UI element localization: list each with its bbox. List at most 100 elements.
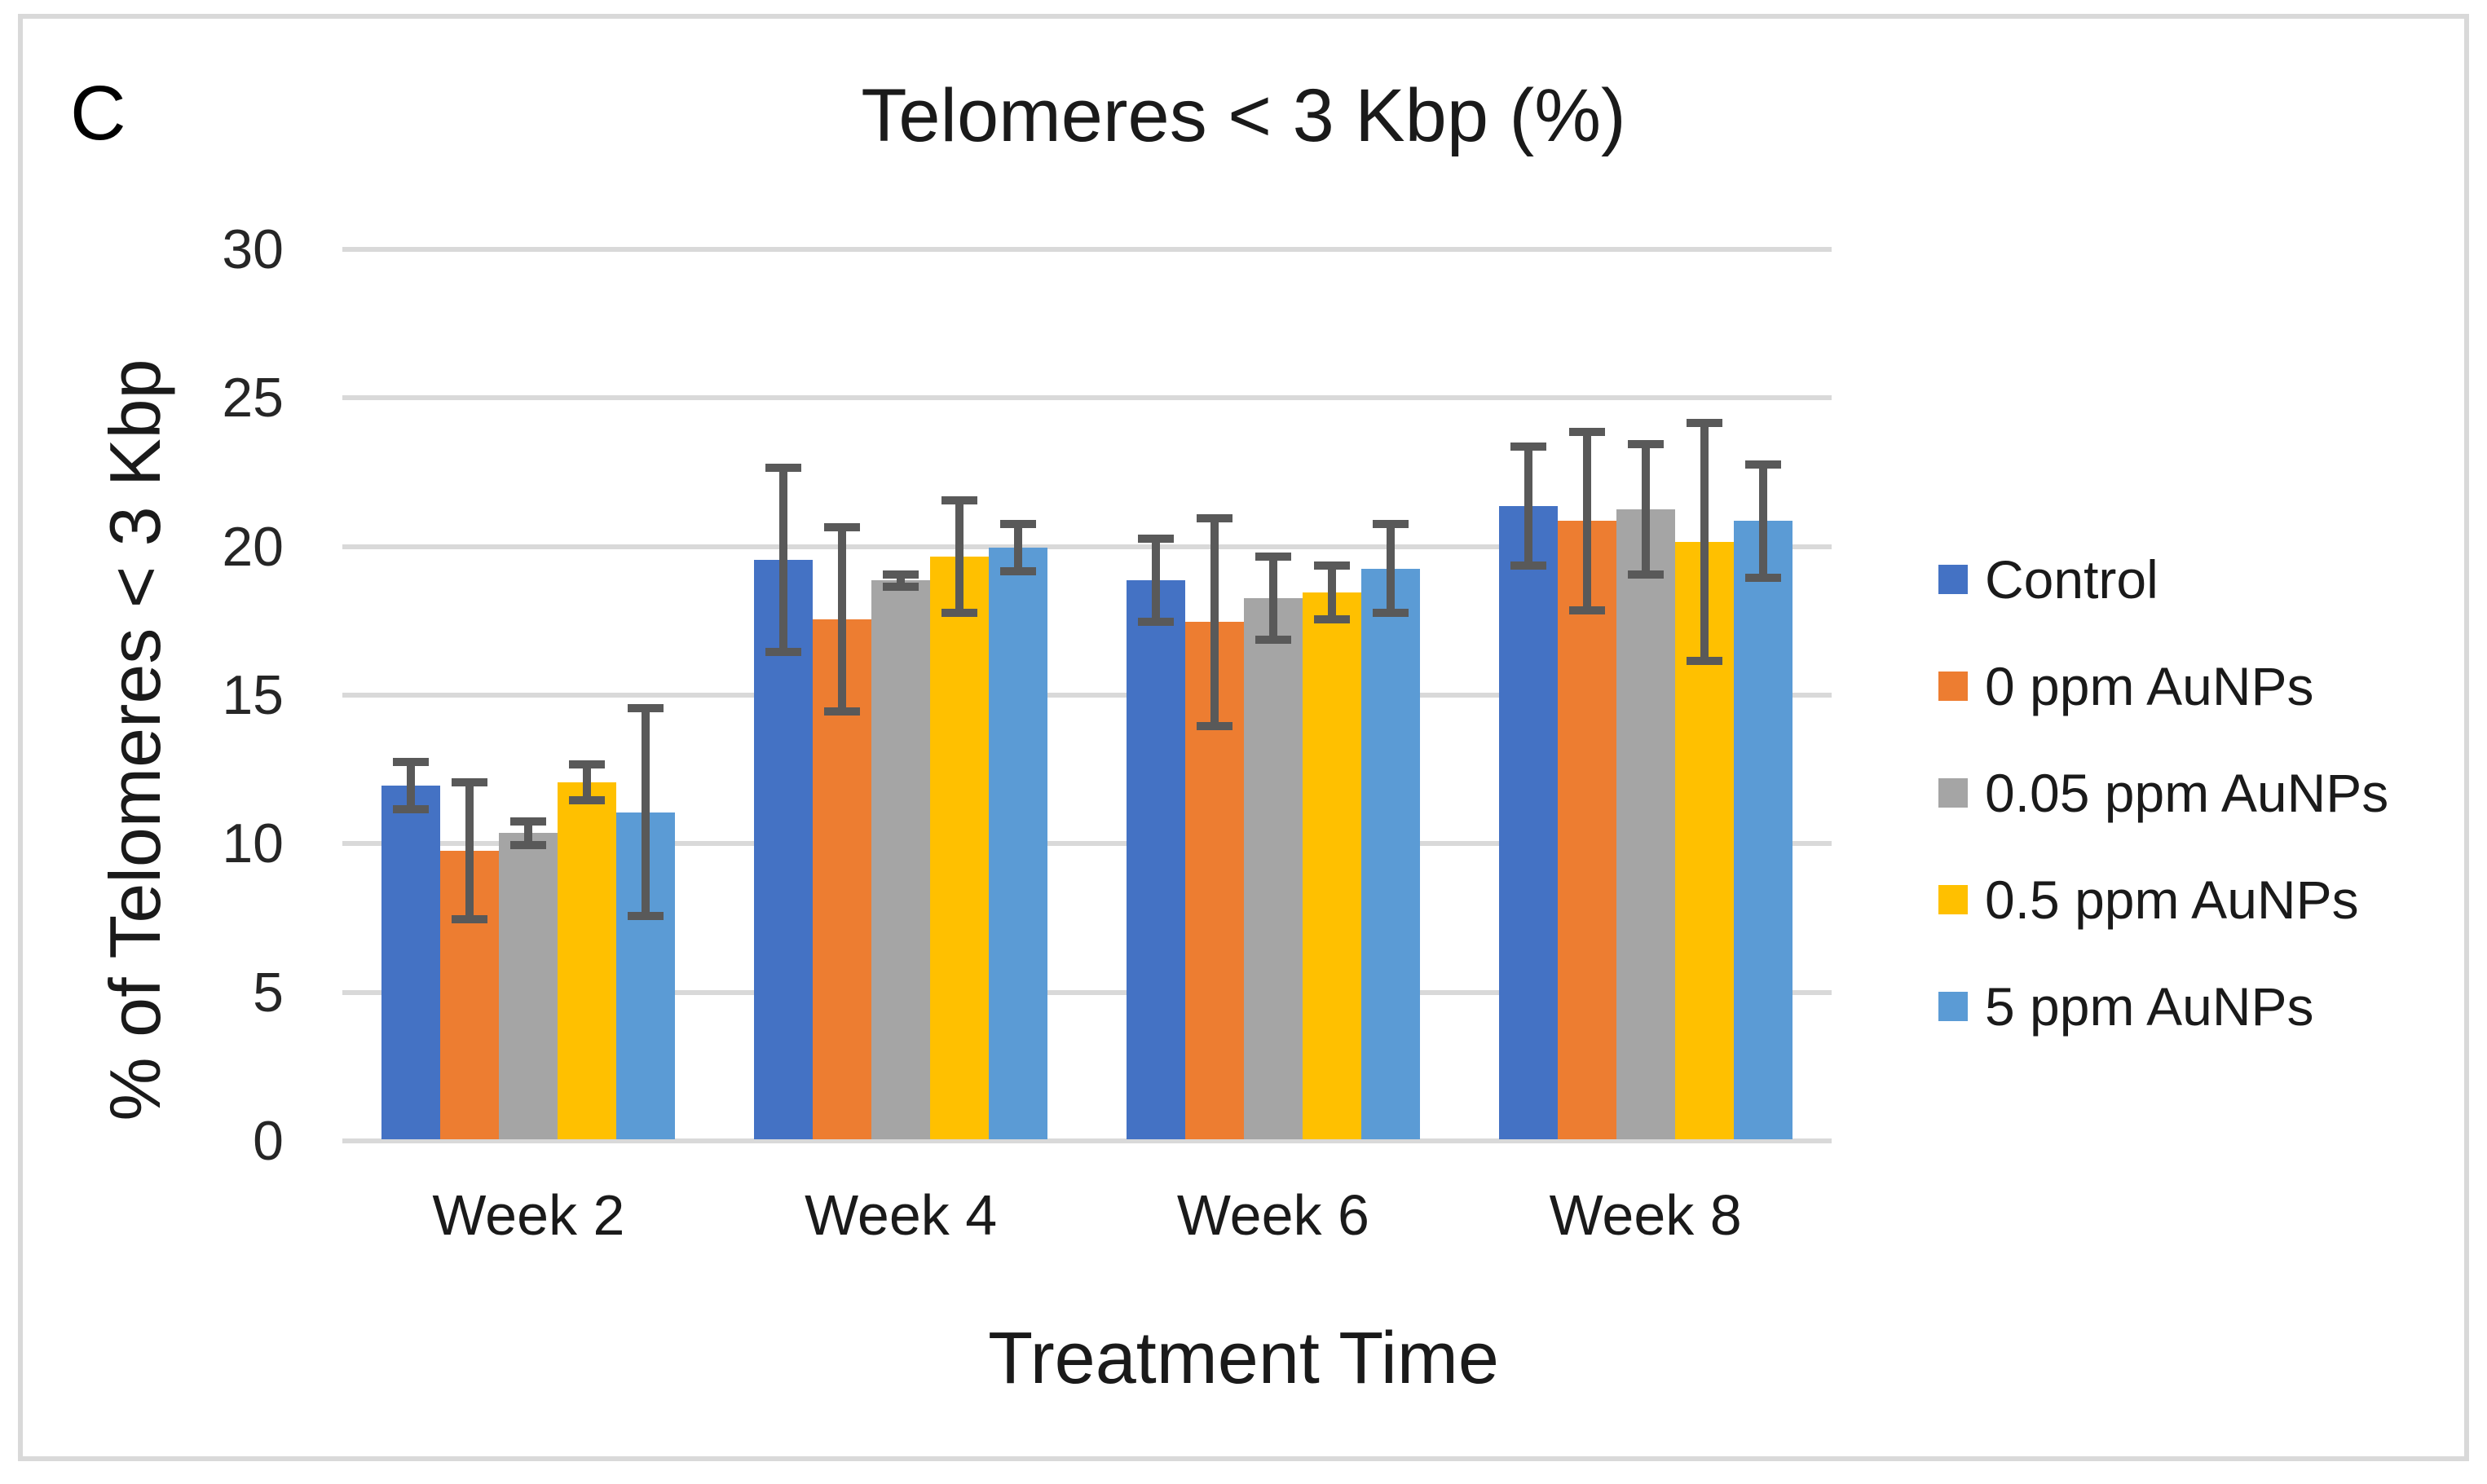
y-tick-label: 20 xyxy=(222,515,284,578)
error-bar-cap-bottom xyxy=(1255,636,1291,645)
error-bar-cap-bottom xyxy=(765,647,802,656)
legend-label: 0.05 ppm AuNPs xyxy=(1985,763,2389,823)
error-bar-cap-bottom xyxy=(824,707,861,716)
y-tick-label: 30 xyxy=(222,218,284,280)
error-bar-cap-top xyxy=(1744,460,1781,469)
error-bar-cap-bottom xyxy=(1313,614,1350,623)
error-bar-cap-bottom xyxy=(1510,561,1546,570)
gridline xyxy=(342,692,1832,698)
y-tick-label: 10 xyxy=(222,812,284,875)
chart-title: Telomeres < 3 Kbp (%) xyxy=(861,74,1626,157)
x-category-label: Week 4 xyxy=(805,1183,998,1247)
legend-swatch xyxy=(1938,672,1968,701)
error-bar xyxy=(1582,432,1591,610)
error-bar-cap-top xyxy=(1000,520,1037,529)
error-bar xyxy=(897,575,906,587)
error-bar xyxy=(407,761,416,810)
error-bar-cap-top xyxy=(883,570,919,579)
bar-control-week-4 xyxy=(754,559,814,1139)
legend-swatch xyxy=(1938,885,1968,914)
error-bar-cap-top xyxy=(1372,520,1409,529)
gridline xyxy=(342,246,1832,252)
gridline xyxy=(342,989,1832,995)
y-tick-label: 25 xyxy=(222,367,284,429)
legend-label: 0 ppm AuNPs xyxy=(1985,656,2314,716)
error-bar-cap-top xyxy=(452,778,488,787)
error-bar-cap-bottom xyxy=(393,805,430,814)
error-bar xyxy=(642,708,650,917)
bar-0-5-ppm-aunps-week-6 xyxy=(1302,592,1361,1139)
error-bar xyxy=(1151,539,1160,623)
error-bar xyxy=(779,467,788,652)
error-bar xyxy=(1524,447,1532,566)
error-bar xyxy=(955,500,964,614)
bar-5-ppm-aunps-week-8 xyxy=(1733,521,1792,1139)
error-bar-cap-bottom xyxy=(1196,722,1232,731)
bar-0-05-ppm-aunps-week-8 xyxy=(1616,509,1675,1139)
bar-control-week-8 xyxy=(1498,506,1558,1139)
error-bar-cap-bottom xyxy=(1000,567,1037,576)
error-bar xyxy=(465,782,474,920)
y-tick-label: 15 xyxy=(222,663,284,726)
error-bar-cap-bottom xyxy=(941,609,978,618)
panel-letter: C xyxy=(70,70,126,156)
error-bar-cap-bottom xyxy=(1568,605,1605,614)
error-bar xyxy=(1700,423,1709,661)
y-tick-label: 0 xyxy=(253,1110,284,1172)
legend-swatch xyxy=(1938,565,1968,594)
error-bar-cap-bottom xyxy=(569,796,606,805)
error-bar-cap-bottom xyxy=(1137,618,1174,627)
error-bar-cap-bottom xyxy=(628,912,664,921)
error-bar-cap-bottom xyxy=(1686,656,1722,665)
gridline xyxy=(342,544,1832,549)
bar-0-ppm-aunps-week-8 xyxy=(1557,521,1616,1139)
error-bar xyxy=(1014,524,1023,572)
error-bar-cap-bottom xyxy=(1627,570,1664,579)
error-bar-cap-top xyxy=(1196,513,1232,522)
legend-label: Control xyxy=(1985,549,2158,610)
x-category-label: Week 8 xyxy=(1549,1183,1742,1247)
error-bar-cap-top xyxy=(1510,443,1546,451)
error-bar-cap-top xyxy=(628,704,664,713)
error-bar-cap-top xyxy=(941,495,978,504)
error-bar-cap-bottom xyxy=(1744,573,1781,582)
error-bar-cap-top xyxy=(510,817,547,826)
bar-0-05-ppm-aunps-week-6 xyxy=(1243,598,1303,1139)
bar-0-5-ppm-aunps-week-2 xyxy=(558,782,617,1139)
error-bar-cap-top xyxy=(765,463,802,472)
error-bar xyxy=(1268,557,1277,641)
error-bar xyxy=(583,764,592,801)
bar-0-05-ppm-aunps-week-2 xyxy=(499,833,558,1139)
bar-control-week-2 xyxy=(381,786,441,1139)
error-bar-cap-bottom xyxy=(883,582,919,591)
error-bar-cap-top xyxy=(1568,428,1605,436)
x-axis-title: Treatment Time xyxy=(988,1318,1499,1399)
x-category-label: Week 6 xyxy=(1176,1183,1369,1247)
bar-control-week-6 xyxy=(1126,580,1185,1139)
error-bar-cap-bottom xyxy=(510,840,547,849)
error-bar xyxy=(1758,465,1767,578)
gridline xyxy=(342,841,1832,847)
x-category-label: Week 2 xyxy=(432,1183,625,1247)
error-bar xyxy=(838,526,847,711)
error-bar-cap-top xyxy=(1686,419,1722,428)
bar-0-05-ppm-aunps-week-4 xyxy=(871,580,931,1139)
error-bar-cap-top xyxy=(1627,439,1664,448)
figure-border xyxy=(18,14,2469,1461)
error-bar-cap-bottom xyxy=(452,915,488,924)
legend-swatch xyxy=(1938,992,1968,1021)
legend-label: 5 ppm AuNPs xyxy=(1985,976,2314,1037)
error-bar-cap-top xyxy=(569,760,606,769)
error-bar-cap-top xyxy=(1255,553,1291,561)
bar-0-5-ppm-aunps-week-4 xyxy=(930,557,990,1139)
x-axis-baseline xyxy=(342,1138,1832,1143)
error-bar-cap-top xyxy=(1313,561,1350,570)
error-bar xyxy=(1210,517,1219,727)
error-bar xyxy=(1386,524,1395,614)
gridline xyxy=(342,395,1832,401)
error-bar-cap-top xyxy=(824,522,861,531)
error-bar xyxy=(524,821,533,845)
error-bar-cap-top xyxy=(1137,535,1174,544)
error-bar-cap-bottom xyxy=(1372,609,1409,618)
